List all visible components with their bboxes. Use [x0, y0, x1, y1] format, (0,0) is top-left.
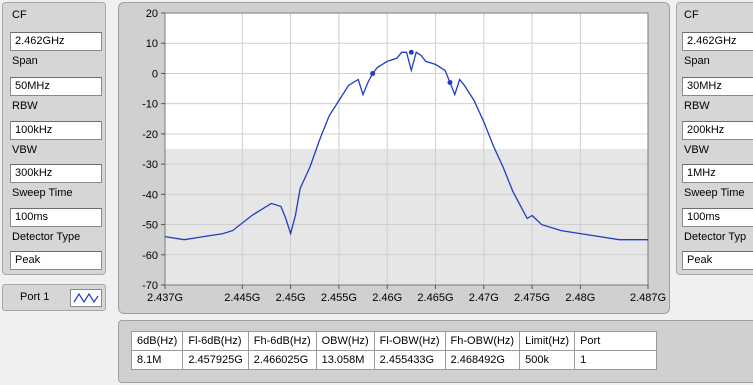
cf-input[interactable]: 2.462GHz	[682, 32, 753, 51]
table-cell: 13.058M	[315, 350, 375, 370]
y-tick-label: -40	[142, 189, 158, 201]
rbw-input[interactable]: 100kHz	[10, 121, 102, 140]
vbw-input[interactable]: 300kHz	[10, 164, 102, 183]
cf-input[interactable]: 2.462GHz	[10, 32, 102, 51]
rbw-label: RBW	[12, 100, 38, 112]
spectrum-chart: 20 10 0 -10 -20 -30 -40 -50 -60 -702.437G 2.445G 2.…	[142, 8, 666, 304]
x-tick-label: 2.437G	[147, 292, 183, 304]
port-label: Port 1	[20, 291, 50, 303]
waveform-icon	[70, 289, 102, 307]
table-cell: 8.1M	[130, 350, 184, 370]
span-label: Span	[684, 55, 710, 67]
right-settings-panel: CF 2.462GHz Span 30MHz RBW 200kHz VBW 1M…	[676, 2, 753, 275]
x-tick-label: 2.487G	[630, 292, 666, 304]
rbw-label: RBW	[684, 100, 710, 112]
x-tick-label: 2.445G	[224, 292, 260, 304]
table-header-row: 6dB(Hz) Fl-6dB(Hz) Fh-6dB(Hz) OBW(Hz) Fl…	[130, 331, 658, 351]
cf-label: CF	[12, 9, 27, 21]
left-settings-panel: CF 2.462GHz Span 50MHz RBW 100kHz VBW 30…	[2, 2, 106, 275]
table-cell: 2.468492G	[444, 350, 521, 370]
y-tick-label: -30	[142, 159, 158, 171]
spectrum-trace	[164, 51, 648, 241]
x-tick-label: 2.475G	[514, 292, 550, 304]
sweep-time-input[interactable]: 100ms	[10, 208, 102, 227]
table-header-cell: OBW(Hz)	[315, 331, 375, 351]
plot-border	[164, 12, 649, 286]
y-tick-label: -50	[142, 220, 158, 232]
y-tick-label: 10	[146, 38, 158, 50]
y-tick-label: -70	[142, 280, 158, 292]
table-header-cell: Fl-6dB(Hz)	[182, 331, 249, 351]
results-table-frame: 6dB(Hz) Fl-6dB(Hz) Fh-6dB(Hz) OBW(Hz) Fl…	[118, 320, 753, 383]
table-header-cell: Fh-OBW(Hz)	[444, 331, 521, 351]
table-header-cell: Fh-6dB(Hz)	[247, 331, 317, 351]
table-header-cell: 6dB(Hz)	[130, 331, 184, 351]
table-cell: 2.457925G	[182, 350, 249, 370]
y-tick-label: -60	[142, 250, 158, 262]
results-table: 6dB(Hz) Fl-6dB(Hz) Fh-6dB(Hz) OBW(Hz) Fl…	[130, 331, 658, 370]
y-tick-label: 20	[146, 8, 158, 20]
rbw-input[interactable]: 200kHz	[682, 121, 753, 140]
table-row: 8.1M 2.457925G 2.466025G 13.058M 2.45543…	[130, 350, 658, 370]
x-tick-label: 2.46G	[372, 292, 402, 304]
sweep-time-label: Sweep Time	[12, 187, 73, 199]
table-header-cell: Limit(Hz)	[519, 331, 576, 351]
span-input[interactable]: 30MHz	[682, 77, 753, 96]
detector-type-label: Detector Typ	[684, 231, 747, 243]
table-cell: 500k	[519, 350, 576, 370]
vbw-label: VBW	[12, 144, 38, 156]
vbw-label: VBW	[684, 144, 710, 156]
vbw-input[interactable]: 1MHz	[682, 164, 753, 183]
table-cell: 2.466025G	[247, 350, 317, 370]
detector-type-select[interactable]: Peak	[10, 251, 102, 270]
port-indicator[interactable]: Port 1	[2, 284, 106, 311]
table-cell: 2.455433G	[373, 350, 446, 370]
sweep-time-label: Sweep Time	[684, 187, 745, 199]
x-tick-label: 2.45G	[276, 292, 306, 304]
x-tick-label: 2.48G	[565, 292, 595, 304]
span-label: Span	[12, 55, 38, 67]
plot-background-lower	[165, 149, 648, 285]
detector-type-select[interactable]: Peak	[682, 251, 753, 270]
table-header-cell: Fl-OBW(Hz)	[373, 331, 446, 351]
marker-point	[370, 70, 376, 76]
span-input[interactable]: 50MHz	[10, 77, 102, 96]
x-tick-label: 2.465G	[417, 292, 453, 304]
x-tick-label: 2.47G	[469, 292, 499, 304]
sweep-time-input[interactable]: 100ms	[682, 208, 753, 227]
y-tick-label: -20	[142, 129, 158, 141]
y-tick-label: -10	[142, 99, 158, 111]
cf-label: CF	[684, 9, 699, 21]
x-tick-label: 2.455G	[321, 292, 357, 304]
detector-type-label: Detector Type	[12, 231, 81, 243]
y-tick-label: 0	[152, 68, 158, 80]
marker-point	[408, 49, 414, 55]
table-cell: 1	[574, 350, 658, 370]
plot-background-upper	[165, 13, 648, 149]
table-header-cell: Port	[574, 331, 658, 351]
marker-point	[447, 80, 453, 86]
